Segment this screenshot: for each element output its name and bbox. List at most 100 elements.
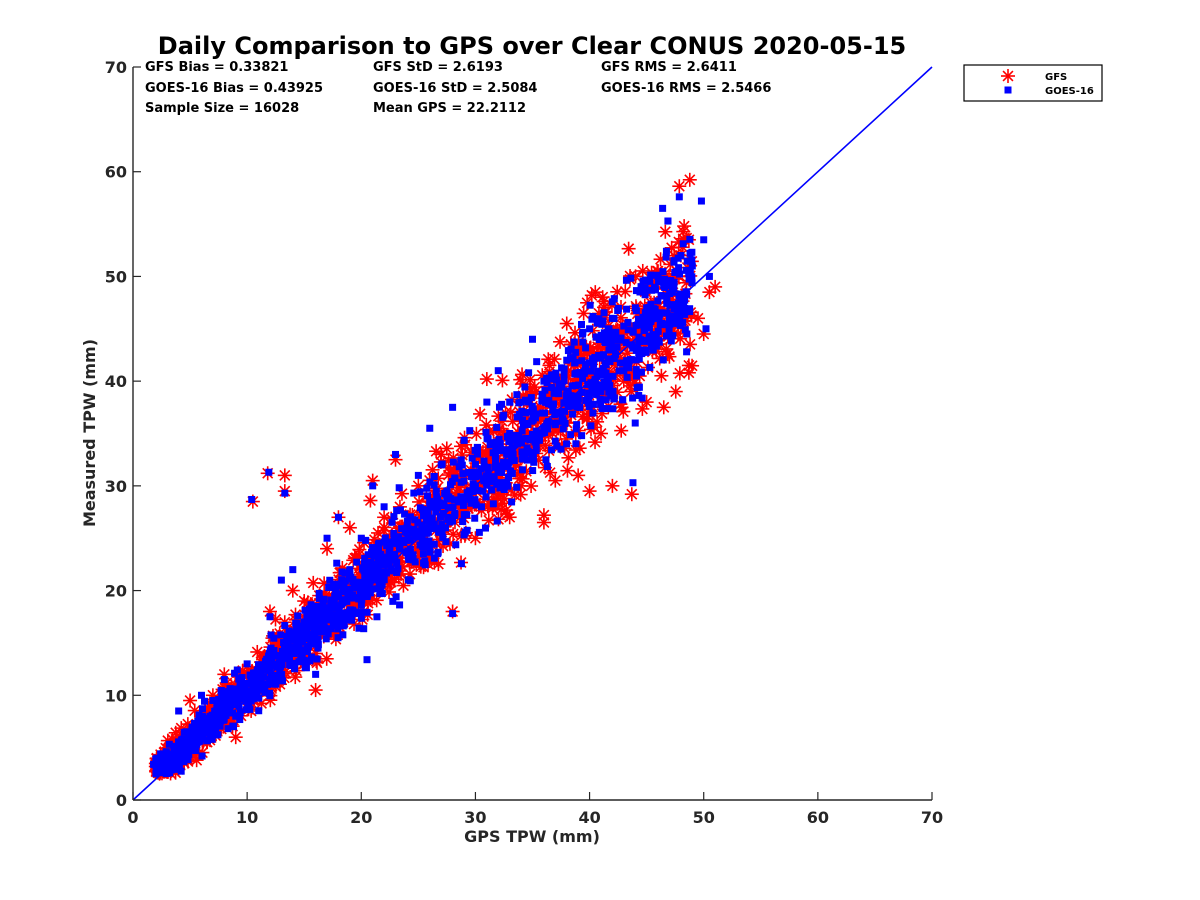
goes-16-point <box>339 614 347 622</box>
goes-16-point <box>681 326 689 334</box>
goes-16-point <box>551 411 559 419</box>
goes-16-point <box>241 683 249 691</box>
goes-16-point <box>434 550 442 558</box>
goes-16-point <box>484 464 492 472</box>
goes-16-point <box>582 344 590 352</box>
goes-16-point <box>266 689 274 697</box>
goes-16-point <box>348 616 356 624</box>
goes-16-point <box>577 320 585 328</box>
gfs-point <box>618 284 633 299</box>
goes-16-point <box>610 394 618 402</box>
goes-16-point <box>404 553 412 561</box>
goes-16-point <box>647 312 655 320</box>
goes-16-point <box>303 629 311 637</box>
goes-16-point <box>480 463 488 471</box>
goes-16-point <box>361 560 369 568</box>
goes-16-point <box>156 761 164 769</box>
stat-text: GFS Bias = 0.33821 <box>145 60 288 75</box>
gfs-point <box>588 435 603 450</box>
goes-16-point <box>396 545 404 553</box>
tick-labels: 0 10 20 30 40 50 60 70 0 10 20 30 40 50 60 70 <box>105 58 943 827</box>
goes-16-point <box>652 333 660 341</box>
goes-16-point <box>459 470 467 478</box>
goes-16-point <box>389 567 397 575</box>
goes-16-point <box>645 332 653 340</box>
goes-16-point <box>605 325 613 333</box>
goes-16-point <box>638 321 646 329</box>
goes-16-point <box>150 760 158 768</box>
goes-16-point <box>451 509 459 517</box>
goes-16-point <box>446 481 454 489</box>
goes-16-point <box>236 708 244 716</box>
goes-16-point <box>459 518 467 526</box>
goes-16-point <box>605 331 613 339</box>
goes-16-point <box>333 559 341 567</box>
goes-16-point <box>591 353 599 361</box>
goes-16-point <box>343 609 351 617</box>
goes-16-point <box>686 267 694 275</box>
goes-16-point <box>261 688 269 696</box>
gfs-point <box>434 447 449 462</box>
goes-16-point <box>300 618 308 626</box>
goes-16-point <box>338 609 346 617</box>
goes-16-point <box>636 337 644 345</box>
goes-16-point <box>645 336 653 344</box>
goes-16-point <box>225 692 233 700</box>
goes-16-point <box>495 435 503 443</box>
goes-16-point <box>403 524 411 532</box>
goes-16-point <box>508 498 516 506</box>
y-tick-label: 20 <box>105 582 127 601</box>
goes-16-point <box>561 419 569 427</box>
goes-16-point <box>338 596 346 604</box>
goes-16-point <box>670 313 678 321</box>
goes-16-point <box>494 367 502 375</box>
goes-16-point <box>657 309 665 317</box>
goes-16-point <box>461 495 469 503</box>
goes-16-point <box>641 291 649 299</box>
y-tick-label: 60 <box>105 163 127 182</box>
goes-16-point <box>671 268 679 276</box>
goes-16-point <box>317 617 325 625</box>
goes-16-point <box>361 554 369 562</box>
goes-16-point <box>493 423 501 431</box>
goes-16-point <box>266 662 274 670</box>
goes-16-point <box>360 625 368 633</box>
goes-16-point <box>635 333 643 341</box>
x-tick-label: 40 <box>578 808 600 827</box>
goes-16-point <box>508 444 516 452</box>
goes-16-point <box>270 634 278 642</box>
goes-16-point <box>496 464 504 472</box>
goes-16-point <box>540 424 548 432</box>
goes-16-point <box>380 576 388 584</box>
gfs-point <box>708 279 723 294</box>
goes-16-point <box>357 588 365 596</box>
goes-16-point <box>586 325 594 333</box>
goes-16-point <box>654 272 662 280</box>
goes-16-point <box>338 568 346 576</box>
goes-16-point <box>567 431 575 439</box>
goes-16-point <box>481 524 489 532</box>
goes-16-point <box>615 367 623 375</box>
goes-16-point <box>186 733 194 741</box>
goes-16-point <box>289 566 297 574</box>
goes-16-point <box>635 355 643 363</box>
goes-16-point <box>343 597 351 605</box>
goes-16-point <box>338 576 346 584</box>
goes-16-point <box>153 768 161 776</box>
legend-goes-16-label: GOES-16 <box>1045 86 1094 97</box>
goes-16-point <box>578 357 586 365</box>
goes-16-point <box>401 510 409 518</box>
goes-16-point <box>403 536 411 544</box>
goes-16-point <box>492 460 500 468</box>
goes-16-point <box>175 707 183 715</box>
goes-16-point <box>492 445 500 453</box>
goes-16-point <box>471 460 479 468</box>
goes-16-point <box>521 383 529 391</box>
goes-16-point <box>427 503 435 511</box>
goes-16-point <box>243 660 251 668</box>
goes-16-point <box>532 410 540 418</box>
goes-16-point <box>255 661 263 669</box>
goes-16-point <box>683 330 691 338</box>
goes-16-point <box>394 565 402 573</box>
goes-16-point <box>540 377 548 385</box>
